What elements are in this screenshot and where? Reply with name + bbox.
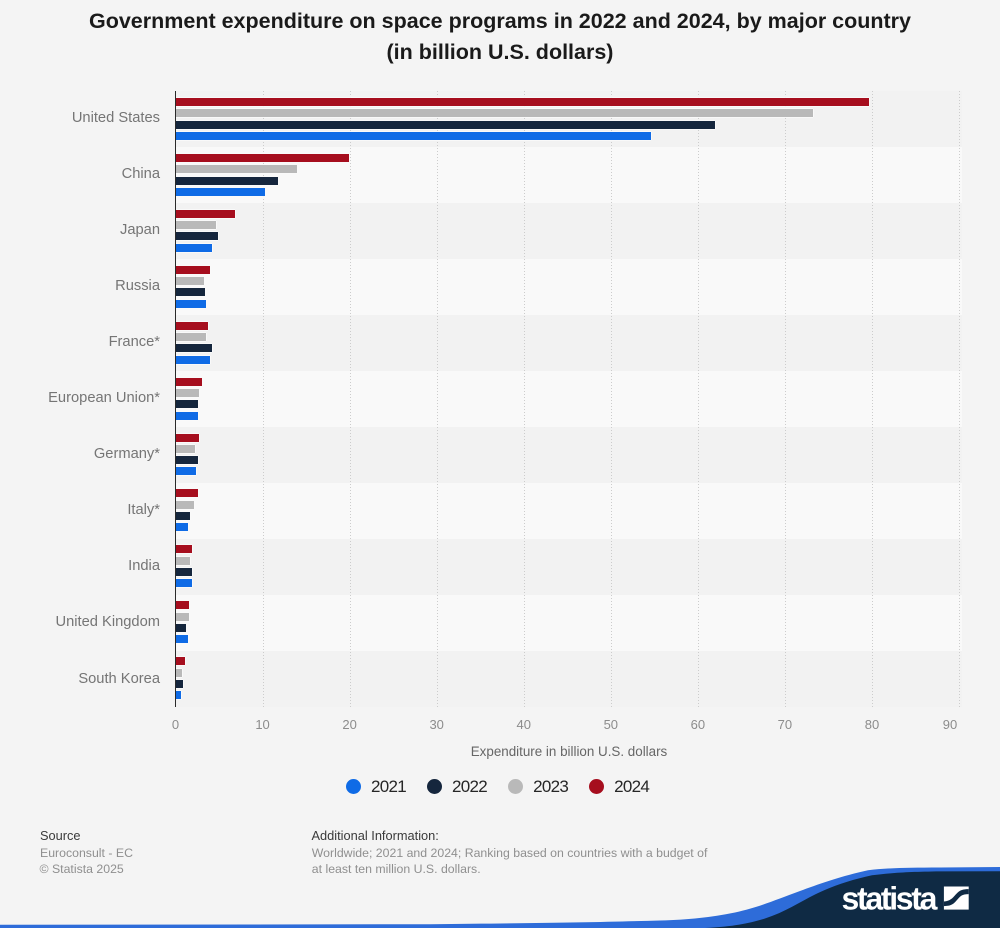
svg-text:statista: statista <box>842 881 938 917</box>
